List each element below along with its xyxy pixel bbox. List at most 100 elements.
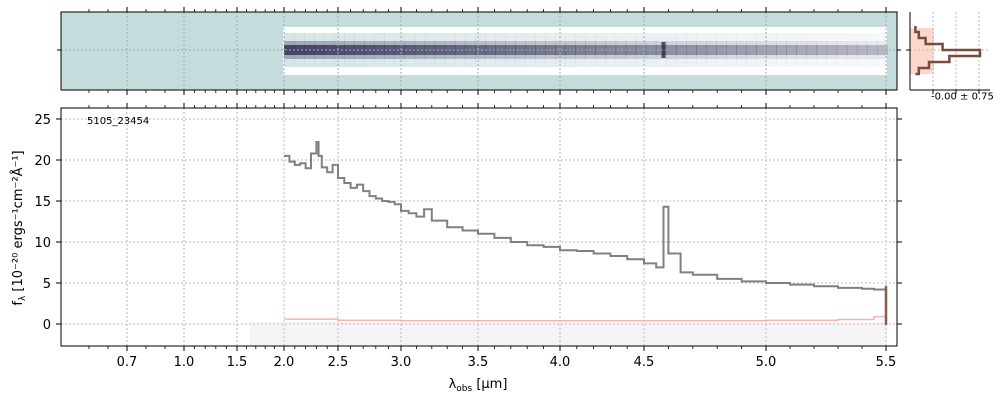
y-axis-label: fλ [10⁻²⁰ ergs⁻¹cm⁻²Å⁻¹] xyxy=(10,150,28,305)
trace-upper-wing xyxy=(404,41,416,45)
trace-halo-upper xyxy=(826,33,838,41)
trace-halo-upper xyxy=(866,33,878,41)
trace-upper-wing xyxy=(334,41,345,45)
trace-lower-wing xyxy=(344,55,355,59)
profile-annotation: -0.00 ± 0.75 xyxy=(931,91,994,102)
x-tick-label: 3.0 xyxy=(391,355,412,370)
trace-lower-wing xyxy=(595,55,607,59)
trace-core-segment xyxy=(826,45,838,55)
trace-halo-lower xyxy=(384,59,396,67)
trace-lower-wing xyxy=(635,55,647,59)
trace-core-segment xyxy=(334,45,345,55)
x-tick-label: 2.0 xyxy=(274,355,295,370)
spectrum-1d-panel: 0.7 1.0 1.5 2.0 2.5 3.0 3.5 4.0 4.5 5.0 5.5 0 5 10 15 2… xyxy=(10,103,902,394)
trace-core-segment xyxy=(786,45,798,55)
x-tick-label: 4.5 xyxy=(634,355,655,370)
trace-upper-wing xyxy=(555,41,566,45)
trace-lower-wing xyxy=(796,55,808,59)
trace-upper-wing xyxy=(304,41,315,45)
trace-core-segment xyxy=(515,45,526,55)
trace-lower-wing xyxy=(394,55,406,59)
trace-halo-lower xyxy=(625,59,637,67)
trace-halo-upper xyxy=(615,33,627,41)
trace-lower-wing xyxy=(856,55,868,59)
trace-halo-upper xyxy=(444,33,456,41)
trace-upper-wing xyxy=(575,41,586,45)
trace-halo-lower xyxy=(696,59,707,67)
trace-halo-lower xyxy=(495,59,506,67)
trace-core-segment xyxy=(454,45,466,55)
trace-lower-wing xyxy=(706,55,717,59)
trace-lower-wing xyxy=(826,55,838,59)
trace-upper-wing xyxy=(344,41,355,45)
trace-halo-lower xyxy=(665,59,677,67)
trace-lower-wing xyxy=(334,55,345,59)
trace-core-segment xyxy=(495,45,506,55)
trace-lower-wing xyxy=(515,55,526,59)
trace-lower-wing xyxy=(786,55,798,59)
trace-halo-lower xyxy=(364,59,375,67)
trace-halo-lower xyxy=(354,59,365,67)
trace-upper-wing xyxy=(876,41,888,45)
trace-halo-upper xyxy=(605,33,617,41)
trace-halo-lower xyxy=(796,59,808,67)
trace-core-segment xyxy=(354,45,365,55)
trace-halo-upper xyxy=(655,33,667,41)
spectrum-2d-ticks xyxy=(57,7,901,95)
trace-lower-wing xyxy=(545,55,556,59)
trace-core-segment xyxy=(575,45,586,55)
trace-upper-wing xyxy=(414,41,426,45)
trace-halo-lower xyxy=(555,59,566,67)
trace-halo-upper xyxy=(796,33,808,41)
trace-upper-wing xyxy=(525,41,536,45)
trace-upper-wing xyxy=(515,41,526,45)
trace-halo-lower xyxy=(756,59,767,67)
trace-halo-lower xyxy=(525,59,536,67)
trace-lower-wing xyxy=(414,55,426,59)
trace-halo-upper xyxy=(545,33,556,41)
trace-upper-wing xyxy=(485,41,496,45)
trace-halo-lower xyxy=(786,59,798,67)
trace-halo-lower xyxy=(515,59,526,67)
trace-halo-upper xyxy=(384,33,396,41)
trace-upper-wing xyxy=(454,41,466,45)
trace-upper-wing xyxy=(816,41,828,45)
trace-lower-wing xyxy=(736,55,747,59)
trace-halo-lower xyxy=(766,59,777,67)
trace-lower-wing xyxy=(726,55,737,59)
trace-upper-wing xyxy=(374,41,385,45)
trace-halo-upper xyxy=(424,33,436,41)
trace-core-segment xyxy=(434,45,446,55)
trace-lower-wing xyxy=(675,55,687,59)
trace-halo-upper xyxy=(294,33,305,41)
trace-lower-wing xyxy=(505,55,516,59)
trace-upper-wing xyxy=(474,41,486,45)
trace-halo-upper xyxy=(515,33,526,41)
trace-upper-wing xyxy=(696,41,707,45)
trace-halo-lower xyxy=(565,59,576,67)
trace-lower-wing xyxy=(806,55,818,59)
trace-halo-upper xyxy=(686,33,697,41)
spectrum-2d-frame xyxy=(60,11,898,91)
trace-lower-wing xyxy=(374,55,385,59)
trace-halo-upper xyxy=(816,33,828,41)
trace-upper-wing xyxy=(716,41,727,45)
trace-halo-lower xyxy=(716,59,727,67)
trace-halo-upper xyxy=(746,33,757,41)
trace-upper-wing xyxy=(424,41,436,45)
trace-core-segment xyxy=(394,45,406,55)
spectrum-2d-grid xyxy=(61,12,897,90)
trace-upper-wing xyxy=(756,41,767,45)
trace-upper-wing xyxy=(746,41,757,45)
trace-halo-upper xyxy=(736,33,747,41)
trace-halo-upper xyxy=(334,33,345,41)
trace-halo-upper xyxy=(575,33,586,41)
trace-halo-upper xyxy=(505,33,516,41)
y-tick-label: 5 xyxy=(43,277,51,292)
trace-halo-lower xyxy=(675,59,687,67)
trace-lower-wing xyxy=(605,55,617,59)
trace-lower-wing xyxy=(716,55,727,59)
trace-lower-wing xyxy=(525,55,536,59)
trace-lower-wing xyxy=(304,55,315,59)
trace-upper-wing xyxy=(284,41,295,45)
